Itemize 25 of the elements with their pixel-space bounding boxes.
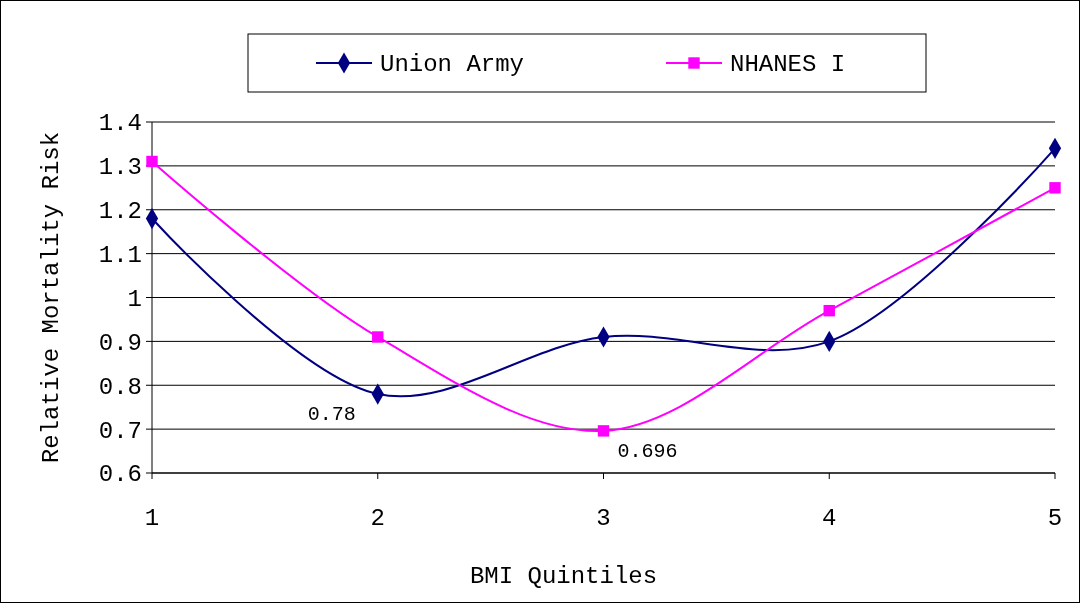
data-label: 0.78 (307, 403, 356, 427)
y-tick-label: 1 (127, 285, 142, 313)
y-tick-label: 1.4 (98, 110, 142, 138)
y-tick-label: 0.6 (98, 461, 142, 489)
point (597, 425, 610, 437)
x-tick-label: 2 (370, 505, 385, 532)
x-tick-label: 3 (596, 505, 611, 532)
x-axis-title: BMI Quintiles (469, 563, 658, 590)
point (1049, 182, 1061, 194)
x-tick-label: 4 (822, 505, 837, 532)
y-tick-label: 0.7 (98, 417, 142, 445)
data-label: 0.696 (617, 439, 678, 463)
legend-label: Union Army (380, 51, 525, 79)
x-tick-label: 1 (144, 505, 160, 532)
y-tick-label: 0.9 (98, 329, 142, 357)
point (372, 331, 384, 343)
y-axis-title: Relative Mortality Risk (38, 131, 65, 464)
point (146, 155, 158, 168)
y-tick-label: 1.2 (98, 198, 142, 226)
x-tick-label: 5 (1047, 505, 1063, 532)
y-tick-label: 0.8 (98, 373, 142, 401)
y-tick-label: 1.3 (98, 154, 142, 182)
point (823, 304, 835, 317)
y-tick-label: 1.1 (98, 242, 142, 270)
legend-label: NHANES I (730, 51, 846, 79)
